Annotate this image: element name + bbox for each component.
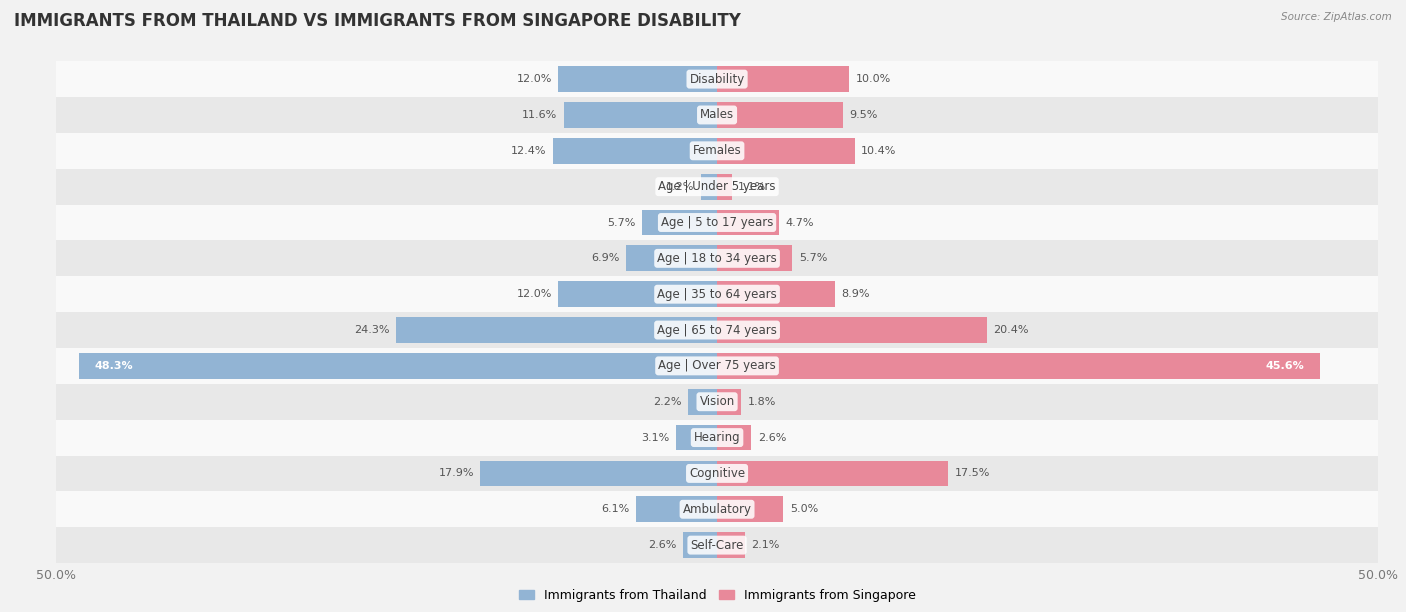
Bar: [56, 169, 1378, 204]
Bar: [683, 532, 717, 558]
Text: Females: Females: [693, 144, 741, 157]
Text: IMMIGRANTS FROM THAILAND VS IMMIGRANTS FROM SINGAPORE DISABILITY: IMMIGRANTS FROM THAILAND VS IMMIGRANTS F…: [14, 12, 741, 30]
Text: 24.3%: 24.3%: [354, 325, 389, 335]
Text: 12.0%: 12.0%: [516, 289, 551, 299]
Bar: [56, 133, 1378, 169]
Bar: [56, 491, 1378, 527]
Bar: [688, 389, 717, 415]
Bar: [717, 460, 948, 487]
Text: Ambulatory: Ambulatory: [682, 503, 752, 516]
Text: 2.6%: 2.6%: [648, 540, 676, 550]
Text: Cognitive: Cognitive: [689, 467, 745, 480]
Text: 2.6%: 2.6%: [758, 433, 786, 442]
Text: 4.7%: 4.7%: [786, 217, 814, 228]
Text: 17.9%: 17.9%: [439, 468, 474, 479]
Text: 1.1%: 1.1%: [738, 182, 766, 192]
Bar: [79, 353, 717, 379]
Text: 48.3%: 48.3%: [94, 361, 134, 371]
Text: Vision: Vision: [699, 395, 735, 408]
Text: Age | 5 to 17 years: Age | 5 to 17 years: [661, 216, 773, 229]
Text: 12.0%: 12.0%: [516, 74, 551, 84]
Bar: [56, 204, 1378, 241]
Text: 11.6%: 11.6%: [522, 110, 557, 120]
Text: Age | Under 5 years: Age | Under 5 years: [658, 180, 776, 193]
Bar: [676, 425, 717, 450]
Text: 6.1%: 6.1%: [602, 504, 630, 514]
Text: 5.0%: 5.0%: [790, 504, 818, 514]
Bar: [56, 420, 1378, 455]
Bar: [717, 138, 855, 164]
Bar: [717, 245, 793, 271]
Bar: [637, 496, 717, 522]
Text: Age | 65 to 74 years: Age | 65 to 74 years: [657, 324, 778, 337]
Text: Age | Over 75 years: Age | Over 75 years: [658, 359, 776, 372]
Bar: [717, 353, 1320, 379]
Bar: [56, 312, 1378, 348]
Bar: [717, 174, 731, 200]
Legend: Immigrants from Thailand, Immigrants from Singapore: Immigrants from Thailand, Immigrants fro…: [513, 584, 921, 607]
Bar: [56, 97, 1378, 133]
Bar: [717, 282, 835, 307]
Bar: [717, 66, 849, 92]
Text: 1.2%: 1.2%: [666, 182, 695, 192]
Bar: [626, 245, 717, 271]
Text: 12.4%: 12.4%: [510, 146, 547, 156]
Text: 6.9%: 6.9%: [591, 253, 619, 263]
Bar: [641, 209, 717, 236]
Bar: [717, 102, 842, 128]
Text: 5.7%: 5.7%: [607, 217, 636, 228]
Text: 2.2%: 2.2%: [652, 397, 682, 407]
Bar: [564, 102, 717, 128]
Bar: [717, 209, 779, 236]
Bar: [56, 348, 1378, 384]
Bar: [558, 66, 717, 92]
Bar: [396, 317, 717, 343]
Bar: [717, 496, 783, 522]
Bar: [56, 276, 1378, 312]
Text: 10.4%: 10.4%: [860, 146, 897, 156]
Text: 3.1%: 3.1%: [641, 433, 669, 442]
Text: Self-Care: Self-Care: [690, 539, 744, 551]
Bar: [717, 317, 987, 343]
Text: Males: Males: [700, 108, 734, 121]
Bar: [553, 138, 717, 164]
Bar: [717, 425, 751, 450]
Text: 45.6%: 45.6%: [1265, 361, 1303, 371]
Text: Hearing: Hearing: [693, 431, 741, 444]
Text: 1.8%: 1.8%: [748, 397, 776, 407]
Text: 10.0%: 10.0%: [856, 74, 891, 84]
Text: 9.5%: 9.5%: [849, 110, 877, 120]
Bar: [717, 389, 741, 415]
Bar: [56, 527, 1378, 563]
Bar: [717, 532, 745, 558]
Text: 17.5%: 17.5%: [955, 468, 990, 479]
Text: 8.9%: 8.9%: [841, 289, 870, 299]
Text: 2.1%: 2.1%: [751, 540, 780, 550]
Bar: [481, 460, 717, 487]
Text: 20.4%: 20.4%: [993, 325, 1029, 335]
Bar: [56, 384, 1378, 420]
Bar: [702, 174, 717, 200]
Bar: [558, 282, 717, 307]
Text: Age | 35 to 64 years: Age | 35 to 64 years: [657, 288, 778, 300]
Text: 5.7%: 5.7%: [799, 253, 827, 263]
Text: Source: ZipAtlas.com: Source: ZipAtlas.com: [1281, 12, 1392, 22]
Text: Disability: Disability: [689, 73, 745, 86]
Text: Age | 18 to 34 years: Age | 18 to 34 years: [657, 252, 778, 265]
Bar: [56, 455, 1378, 491]
Bar: [56, 241, 1378, 276]
Bar: [56, 61, 1378, 97]
